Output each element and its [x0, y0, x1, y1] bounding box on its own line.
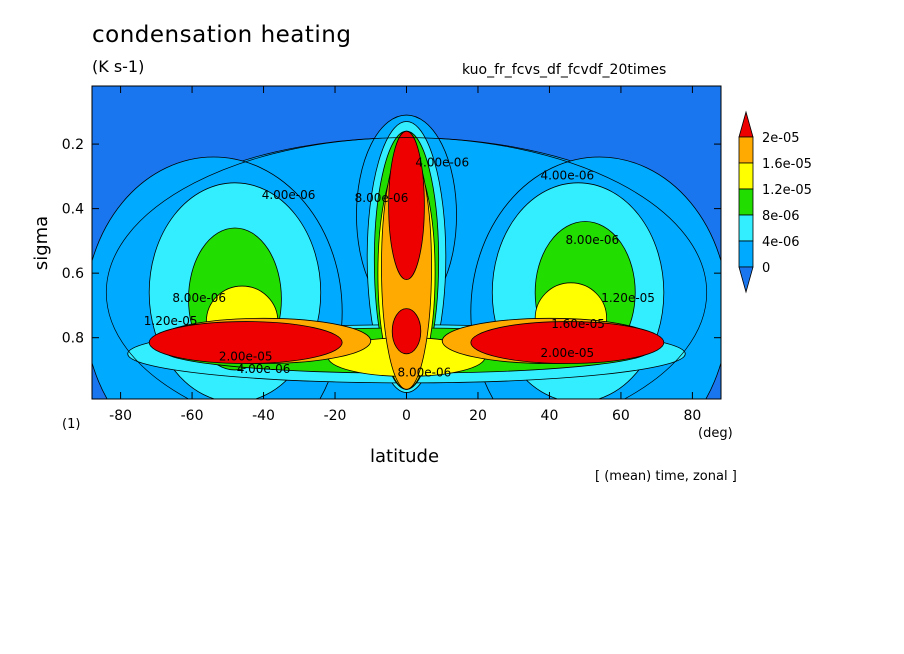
x-axis-label: latitude: [370, 446, 440, 467]
colorbar-label: 0: [762, 261, 770, 276]
x-tick-label: -40: [252, 408, 275, 424]
x-axis-unit: (deg): [698, 426, 733, 441]
contour-region-19: [148, 321, 343, 364]
contour-label: 8.00e-06: [398, 365, 452, 379]
x-tick-label: 80: [683, 408, 701, 424]
x-tick-label: -80: [109, 408, 132, 424]
x-tick-label: 40: [541, 408, 559, 424]
contour-label: 1.20e-05: [601, 291, 655, 305]
colorbar-label: 8e-06: [762, 209, 800, 224]
y-tick-label: 0.8: [62, 331, 84, 347]
colorbar: 2e-05 1.6e-05 1.2e-05 8e-06 4e-06 0: [738, 110, 812, 294]
contour-label: 4.00e-06: [540, 169, 594, 183]
contour-label: 8.00e-06: [565, 233, 619, 247]
contour-label: 2.00e-05: [219, 349, 273, 363]
filled-contours: [92, 86, 721, 399]
colorbar-label: 1.2e-05: [762, 183, 812, 198]
colorbar-segment: [738, 214, 754, 242]
contour-label: 4.00e-06: [237, 362, 291, 376]
experiment-name: kuo_fr_fcvs_df_fcvdf_20times: [462, 62, 667, 78]
contour-label: 4.00e-06: [415, 156, 469, 170]
contour-label: 1.60e-05: [551, 317, 605, 331]
colorbar-label: 1.6e-05: [762, 157, 812, 172]
colorbar-label: 4e-06: [762, 235, 800, 250]
colorbar-segment: [738, 136, 754, 164]
chart-title: condensation heating: [92, 22, 352, 48]
contour-label: 1.20e-05: [144, 314, 198, 328]
colorbar-segment: [738, 188, 754, 216]
y-tick-label: 0.4: [62, 202, 84, 218]
chart-units: (K s-1): [92, 57, 145, 76]
x-tick-label: 20: [469, 408, 487, 424]
y-axis-label: sigma: [31, 216, 52, 270]
contour-region-22: [391, 308, 422, 355]
colorbar-segment: [738, 162, 754, 190]
contour-label: 2.00e-05: [540, 346, 594, 360]
y-tick-label: 0.2: [62, 137, 84, 153]
colorbar-label: 2e-05: [762, 131, 800, 146]
x-tick-label: -20: [324, 408, 347, 424]
colorbar-top-arrow: [738, 110, 754, 138]
contour-label: 4.00e-06: [262, 188, 316, 202]
colorbar-bottom-arrow: [738, 266, 754, 294]
contour-label: 8.00e-06: [172, 291, 226, 305]
colorbar-segment: [738, 240, 754, 268]
contour-region-21: [388, 130, 425, 281]
left-note: (1): [62, 417, 81, 432]
x-tick-label: -60: [181, 408, 204, 424]
x-tick-label: 60: [612, 408, 630, 424]
y-tick-label: 0.6: [62, 266, 84, 282]
x-tick-label: 0: [402, 408, 411, 424]
contour-label: 8.00e-06: [355, 191, 409, 205]
contour-region-20: [470, 321, 665, 364]
contour-line-outer: [106, 137, 707, 399]
operation-note: [ (mean) time, zonal ]: [595, 469, 737, 484]
